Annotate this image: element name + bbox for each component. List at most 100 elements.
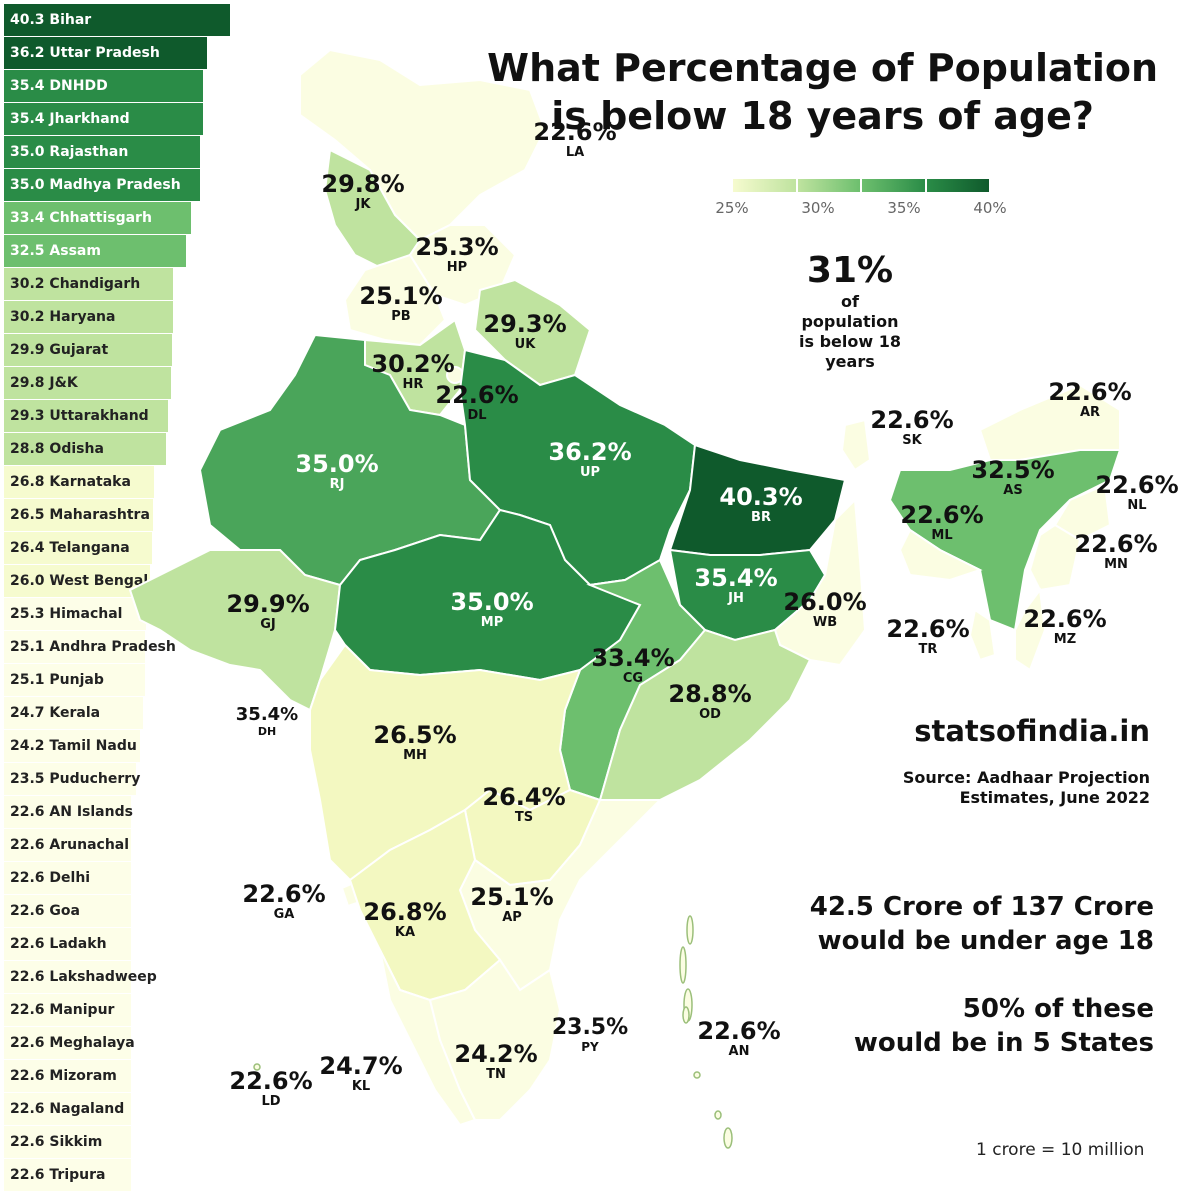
bar-haryana: 30.2 Haryana xyxy=(4,301,173,333)
bar-sikkim: 22.6 Sikkim xyxy=(4,1126,131,1158)
color-legend: 25% 30% 35% 40% xyxy=(715,178,1007,217)
legend-segment xyxy=(862,179,927,192)
bar-ladakh: 22.6 Ladakh xyxy=(4,928,131,960)
site-name: statsofindia.in xyxy=(914,714,1150,748)
region-tr xyxy=(968,608,997,662)
region-mz xyxy=(1014,587,1047,672)
bar-himachal: 25.3 Himachal xyxy=(4,598,146,630)
legend-tick-label: 30% xyxy=(801,199,835,217)
map-label-value: 35.0% xyxy=(450,588,534,616)
map-label-mz: 22.6% MZ xyxy=(1023,607,1106,646)
bar-andhra-pradesh: 25.1 Andhra Pradesh xyxy=(4,631,176,663)
bar-jharkhand: 35.4 Jharkhand xyxy=(4,103,203,135)
map-label-mn: 22.6% MN xyxy=(1074,532,1157,571)
crore-note: 42.5 Crore of 137 Crore would be under a… xyxy=(810,890,1154,958)
map-label-code: WB xyxy=(812,615,838,630)
map-label-value: 26.4% xyxy=(482,783,566,811)
map-label-code: MH xyxy=(403,748,427,763)
map-label-code: NL xyxy=(1127,498,1147,513)
map-label-rj: 35.0% RJ xyxy=(295,452,378,491)
map-label-ga: 22.6% GA xyxy=(242,882,325,921)
map-label-code: JH xyxy=(728,591,744,606)
overall-value: 31% xyxy=(806,250,894,291)
five-states-note: 50% of these would be in 5 States xyxy=(854,992,1154,1060)
map-label-code: HP xyxy=(446,260,468,275)
map-label-value: 29.3% xyxy=(483,310,567,338)
title-line-2: is below 18 years of age? xyxy=(551,94,1094,138)
map-label-ld: 22.6% LD xyxy=(229,1069,312,1108)
bar-an-islands: 22.6 AN Islands xyxy=(4,796,133,828)
bar-manipur: 22.6 Manipur xyxy=(4,994,131,1026)
map-label-code: GJ xyxy=(260,617,276,632)
map-label-wb: 26.0% WB xyxy=(783,590,866,629)
legend-gradient xyxy=(732,178,990,193)
map-label-value: 22.6% xyxy=(1048,378,1132,406)
map-label-code: KA xyxy=(394,925,416,940)
region-ladakh xyxy=(299,48,547,242)
map-label-code: TS xyxy=(514,810,534,825)
map-label-jh: 35.4% JH xyxy=(694,566,777,605)
bar-delhi: 22.6 Delhi xyxy=(4,862,131,894)
map-label-od: 28.8% OD xyxy=(668,682,751,721)
map-label-code: LA xyxy=(565,145,585,160)
bar-chhattisgarh: 33.4 Chhattisgarh xyxy=(4,202,191,234)
title-line-1: What Percentage of Population xyxy=(487,46,1158,90)
map-label-value: 22.6% xyxy=(900,501,984,529)
legend-segment xyxy=(926,179,989,192)
map-label-gj: 29.9% GJ xyxy=(226,592,309,631)
map-label-value: 36.2% xyxy=(548,438,632,466)
map-label-code: SK xyxy=(902,433,922,448)
map-label-value: 40.3% xyxy=(719,483,803,511)
map-label-jk: 29.8% JK xyxy=(321,172,404,211)
india-map xyxy=(128,48,1120,1149)
map-label-value: 22.6% xyxy=(870,406,954,434)
map-label-value: 24.7% xyxy=(319,1052,403,1080)
map-label-code: MZ xyxy=(1053,632,1077,647)
bar-odisha: 28.8 Odisha xyxy=(4,433,166,465)
crore-note-line-2: would be under age 18 xyxy=(817,926,1154,956)
map-label-value: 30.2% xyxy=(371,350,455,378)
map-label-dl: 22.6% DL xyxy=(435,383,518,422)
map-label-value: 28.8% xyxy=(668,680,752,708)
bar-dnhdd: 35.4 DNHDD xyxy=(4,70,203,102)
bar-telangana: 26.4 Telangana xyxy=(4,532,152,564)
map-label-la: 22.6% LA xyxy=(533,120,616,159)
bar-madhya-pradesh: 35.0 Madhya Pradesh xyxy=(4,169,200,201)
bar-maharashtra: 26.5 Maharashtra xyxy=(4,499,153,531)
map-label-value: 35.4% xyxy=(694,564,778,592)
map-label-code: AP xyxy=(502,910,522,925)
map-label-value: 22.6% xyxy=(1023,605,1107,633)
map-label-value: 22.6% xyxy=(242,880,326,908)
bar-tripura: 22.6 Tripura xyxy=(4,1159,131,1191)
unit-note: 1 crore = 10 million xyxy=(976,1140,1145,1160)
region-ld xyxy=(253,1063,261,1071)
map-label-value: 25.3% xyxy=(415,233,499,261)
page-title: What Percentage of Population is below 1… xyxy=(487,44,1158,140)
bar-lakshadweep: 22.6 Lakshadweep xyxy=(4,961,157,993)
map-label-value: 35.4% xyxy=(235,704,299,725)
map-label-value: 24.2% xyxy=(454,1040,538,1068)
map-label-code: TN xyxy=(486,1067,506,1082)
bar-uttar-pradesh: 36.2 Uttar Pradesh xyxy=(4,37,207,69)
map-label-value: 32.5% xyxy=(971,456,1055,484)
map-label-mh: 26.5% MH xyxy=(373,723,456,762)
map-label-value: 35.0% xyxy=(295,450,379,478)
bar-west-bengal: 26.0 West Bengal xyxy=(4,565,150,597)
bar-chandigarh: 30.2 Chandigarh xyxy=(4,268,173,300)
map-label-value: 22.6% xyxy=(697,1017,781,1045)
bar-arunachal: 22.6 Arunachal xyxy=(4,829,131,861)
map-label-nl: 22.6% NL xyxy=(1095,473,1178,512)
map-label-value: 26.0% xyxy=(783,588,867,616)
source-line-1: Source: Aadhaar Projection xyxy=(902,768,1150,787)
bar-assam: 32.5 Assam xyxy=(4,235,186,267)
region-sk xyxy=(840,418,872,472)
bar-rajasthan: 35.0 Rajasthan xyxy=(4,136,200,168)
overall-text-1: of population xyxy=(801,292,899,331)
map-label-cg: 33.4% CG xyxy=(591,646,674,685)
legend-ticks: 25% 30% 35% 40% xyxy=(715,193,1006,217)
map-label-code: PY xyxy=(581,1040,599,1054)
region-nl xyxy=(1053,483,1112,542)
map-label-sk: 22.6% SK xyxy=(870,408,953,447)
five-states-line-2: would be in 5 States xyxy=(853,1028,1154,1058)
map-label-code: LD xyxy=(261,1094,281,1109)
